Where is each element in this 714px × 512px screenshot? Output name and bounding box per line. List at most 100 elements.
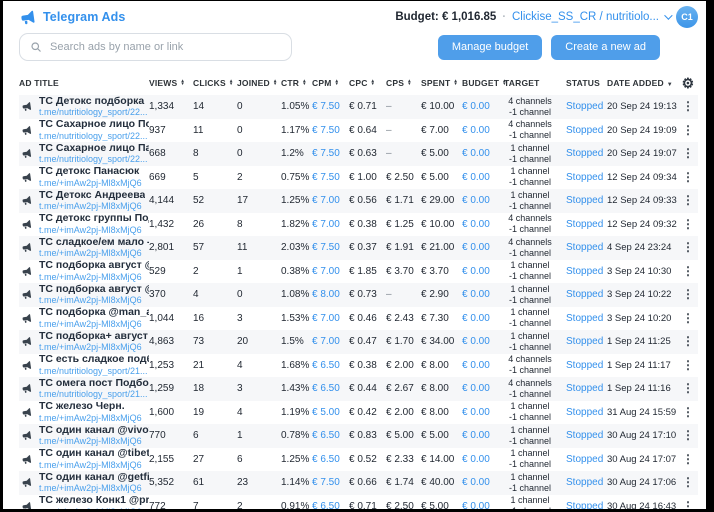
ad-link[interactable]: t.me/+imAw2pj-Ml8xMjQ6	[39, 507, 149, 509]
sort-arrows-icon[interactable]	[453, 80, 458, 85]
account-selector[interactable]: Clickise_SS_CR / nutritiolo...	[512, 11, 673, 23]
status-link[interactable]: Stopped	[566, 265, 604, 277]
sort-arrows-icon[interactable]	[229, 80, 234, 85]
status-link[interactable]: Stopped	[566, 148, 604, 160]
kebab-menu-icon[interactable]	[682, 500, 694, 509]
kebab-menu-icon[interactable]	[682, 429, 694, 442]
status-link[interactable]: Stopped	[566, 218, 604, 230]
kebab-menu-icon[interactable]	[682, 265, 694, 278]
kebab-menu-icon[interactable]	[682, 100, 694, 113]
status-link[interactable]: Stopped	[566, 430, 604, 442]
kebab-menu-icon[interactable]	[682, 147, 694, 160]
views-value: 1,044	[149, 312, 175, 324]
ad-link[interactable]: t.me/+imAw2pj-Ml8xMjQ6	[39, 295, 142, 306]
kebab-menu-icon[interactable]	[682, 406, 694, 419]
sort-arrows-icon[interactable]	[302, 80, 307, 85]
sort-desc-icon[interactable]	[664, 78, 673, 88]
target-line-1: 1 channel	[510, 495, 550, 506]
ad-link[interactable]: t.me/+imAw2pj-Ml8xMjQ6	[39, 318, 142, 329]
column-header-cpm[interactable]: CPM	[312, 78, 349, 88]
sort-arrows-icon[interactable]	[371, 80, 376, 85]
kebab-menu-icon[interactable]	[682, 476, 694, 489]
target-value: 1 channel -1 channel	[504, 401, 566, 423]
ad-link[interactable]: t.me/+imAw2pj-Ml8xMjQ6	[39, 201, 142, 212]
kebab-menu-icon[interactable]	[682, 288, 694, 301]
ad-link[interactable]: t.me/+imAw2pj-Ml8xMjQ6	[39, 436, 142, 447]
ad-link[interactable]: t.me/+imAw2pj-Ml8xMjQ6	[39, 459, 142, 470]
kebab-menu-icon[interactable]	[682, 218, 694, 231]
target-line-1: 4 channels	[508, 236, 552, 247]
sort-arrows-icon[interactable]	[273, 80, 278, 85]
status-link[interactable]: Stopped	[566, 289, 604, 301]
kebab-menu-icon[interactable]	[682, 312, 694, 325]
status-link[interactable]: Stopped	[566, 383, 604, 395]
views-value: 2,155	[149, 453, 175, 465]
status-link[interactable]: Stopped	[566, 124, 604, 136]
ad-title-cell: ТС Детокс Андреева t.me/+imAw2pj-Ml8xMjQ…	[19, 190, 149, 212]
status-cell: Stopped	[566, 407, 607, 418]
date-added: 12 Sep 24 09:32	[607, 218, 677, 230]
search-box[interactable]	[19, 33, 292, 61]
row-actions	[679, 359, 697, 372]
status-link[interactable]: Stopped	[566, 359, 604, 371]
ad-link[interactable]: t.me/+imAw2pj-Ml8xMjQ6	[39, 224, 142, 235]
avatar[interactable]: C1	[676, 6, 698, 28]
status-link[interactable]: Stopped	[566, 195, 604, 207]
status-link[interactable]: Stopped	[566, 171, 604, 183]
ad-link[interactable]: t.me/+imAw2pj-Ml8xMjQ6	[39, 342, 142, 353]
column-header-ctr[interactable]: CTR	[281, 78, 312, 88]
brand[interactable]: Telegram Ads	[19, 9, 125, 26]
cps-value: € 2.50	[386, 500, 414, 509]
kebab-menu-icon[interactable]	[682, 194, 694, 207]
status-link[interactable]: Stopped	[566, 500, 604, 509]
sort-arrows-icon[interactable]	[180, 80, 185, 85]
kebab-menu-icon[interactable]	[682, 453, 694, 466]
column-header-cpc[interactable]: CPC	[349, 78, 386, 88]
kebab-menu-icon[interactable]	[682, 335, 694, 348]
manage-budget-button[interactable]: Manage budget	[437, 34, 543, 60]
kebab-menu-icon[interactable]	[682, 124, 694, 137]
kebab-menu-icon[interactable]	[682, 171, 694, 184]
search-input[interactable]	[50, 41, 281, 53]
sort-arrows-icon[interactable]	[335, 80, 340, 85]
megaphone-icon	[20, 453, 32, 465]
ad-link[interactable]: t.me/nutritiology_sport/21...	[39, 365, 148, 376]
column-header-cps[interactable]: CPS	[386, 78, 421, 88]
ad-link[interactable]: t.me/+imAw2pj-Ml8xMjQ6	[39, 483, 142, 494]
status-link[interactable]: Stopped	[566, 406, 604, 418]
create-ad-button[interactable]: Create a new ad	[551, 34, 660, 60]
ad-link[interactable]: t.me/+imAw2pj-Ml8xMjQ6	[39, 248, 142, 259]
column-header-spent[interactable]: SPENT	[421, 78, 462, 88]
status-link[interactable]: Stopped	[566, 477, 604, 489]
ad-title: ТС подборка @man_ac...	[39, 307, 149, 319]
ad-link[interactable]: t.me/+imAw2pj-Ml8xMjQ6	[39, 271, 142, 282]
column-header-date[interactable]: DATE ADDED	[607, 78, 679, 88]
status-link[interactable]: Stopped	[566, 101, 604, 113]
kebab-menu-icon[interactable]	[682, 382, 694, 395]
status-cell: Stopped	[566, 219, 607, 230]
budget-value: € 0.00	[462, 383, 490, 395]
column-header-views[interactable]: VIEWS	[149, 78, 193, 88]
status-link[interactable]: Stopped	[566, 312, 604, 324]
ad-link[interactable]: t.me/nutritiology_sport/22...	[39, 130, 148, 141]
ad-title-cell: ТС один канал @vivoyo... t.me/+imAw2pj-M…	[19, 425, 149, 447]
column-header-clicks[interactable]: CLICKS	[193, 78, 237, 88]
ad-link[interactable]: t.me/+imAw2pj-Ml8xMjQ6	[39, 177, 142, 188]
ad-link[interactable]: t.me/nutritiology_sport/22...	[39, 154, 148, 165]
gear-icon[interactable]	[682, 76, 695, 90]
column-header-budget[interactable]: BUDGET	[462, 78, 504, 88]
ad-link[interactable]: t.me/nutritiology_sport/21...	[39, 389, 148, 400]
column-header-joined[interactable]: JOINED	[237, 78, 281, 88]
views-value: 669	[149, 171, 166, 183]
kebab-menu-icon[interactable]	[682, 241, 694, 254]
target-line-1: 1 channel	[510, 471, 550, 482]
status-link[interactable]: Stopped	[566, 242, 604, 254]
ad-title: ТС есть сладкое подбо...	[39, 354, 149, 366]
spent-value: € 10.00	[421, 218, 455, 230]
ad-link[interactable]: t.me/+imAw2pj-Ml8xMjQ6	[39, 412, 142, 423]
kebab-menu-icon[interactable]	[682, 359, 694, 372]
sort-arrows-icon[interactable]	[407, 80, 412, 85]
status-link[interactable]: Stopped	[566, 453, 604, 465]
status-link[interactable]: Stopped	[566, 336, 604, 348]
ad-link[interactable]: t.me/nutritiology_sport/22...	[39, 107, 148, 118]
